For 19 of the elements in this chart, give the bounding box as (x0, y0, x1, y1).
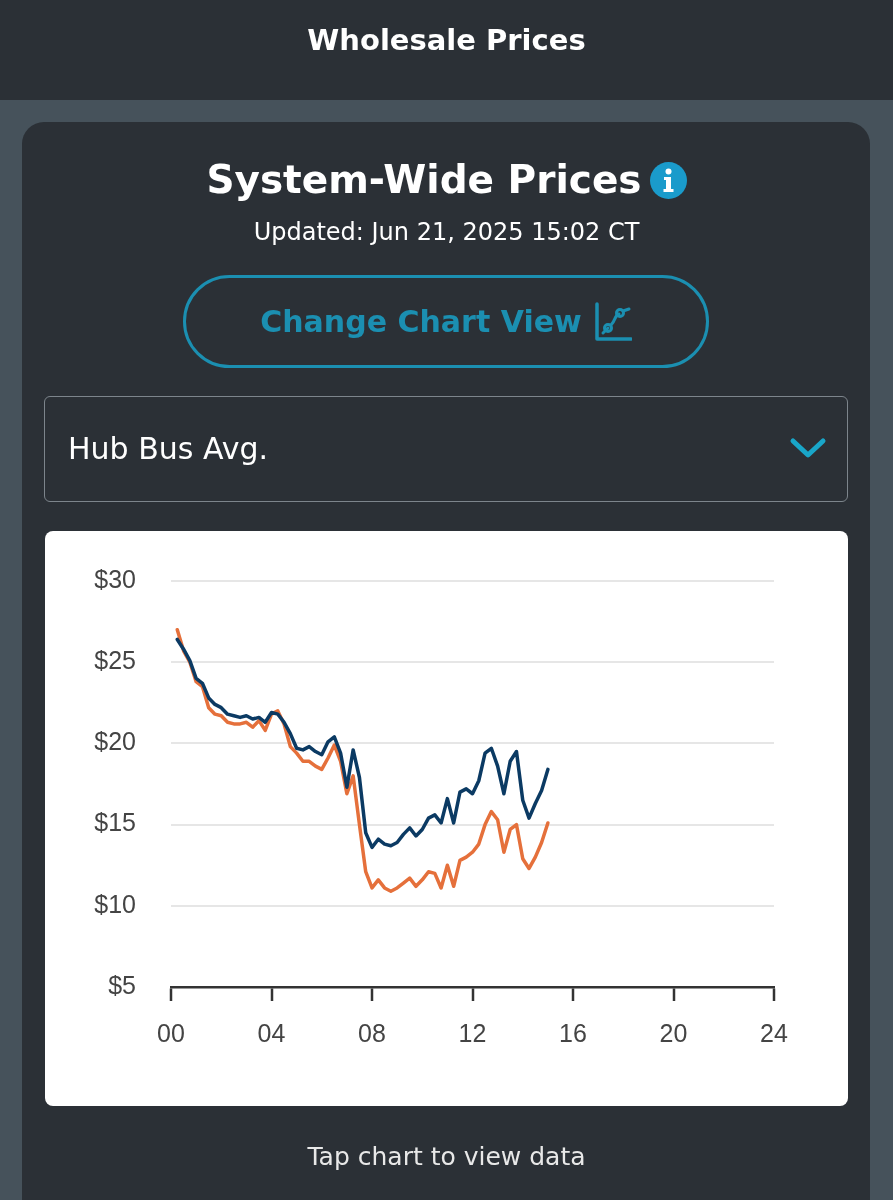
y-tick-label: $25 (94, 646, 136, 675)
x-tick-label: 12 (458, 1018, 487, 1047)
chart-subtitle: Updated: Jun 21, 2025 15:02 CT (253, 218, 640, 246)
x-tick-label: 24 (760, 1018, 788, 1047)
x-tick-label: 20 (659, 1018, 688, 1047)
text: Tap chart to view data (307, 1142, 586, 1171)
chart-title: System-Wide Prices (206, 156, 642, 204)
x-tick-label: 00 (157, 1018, 185, 1047)
y-tick-label: $30 (94, 564, 136, 593)
y-tick-label: $15 (94, 808, 136, 837)
y-tick-label: $10 (94, 889, 136, 918)
x-tick-label: 08 (358, 1018, 386, 1047)
text: Wholesale Prices (307, 23, 586, 57)
x-tick-label: 16 (559, 1018, 587, 1047)
y-tick-label: $5 (108, 970, 136, 999)
text: Change Chart View (260, 302, 582, 341)
dropdown-field: Hub Bus Avg. (44, 396, 848, 502)
y-tick-label: $20 (94, 727, 136, 756)
x-tick-label: 04 (257, 1018, 286, 1047)
